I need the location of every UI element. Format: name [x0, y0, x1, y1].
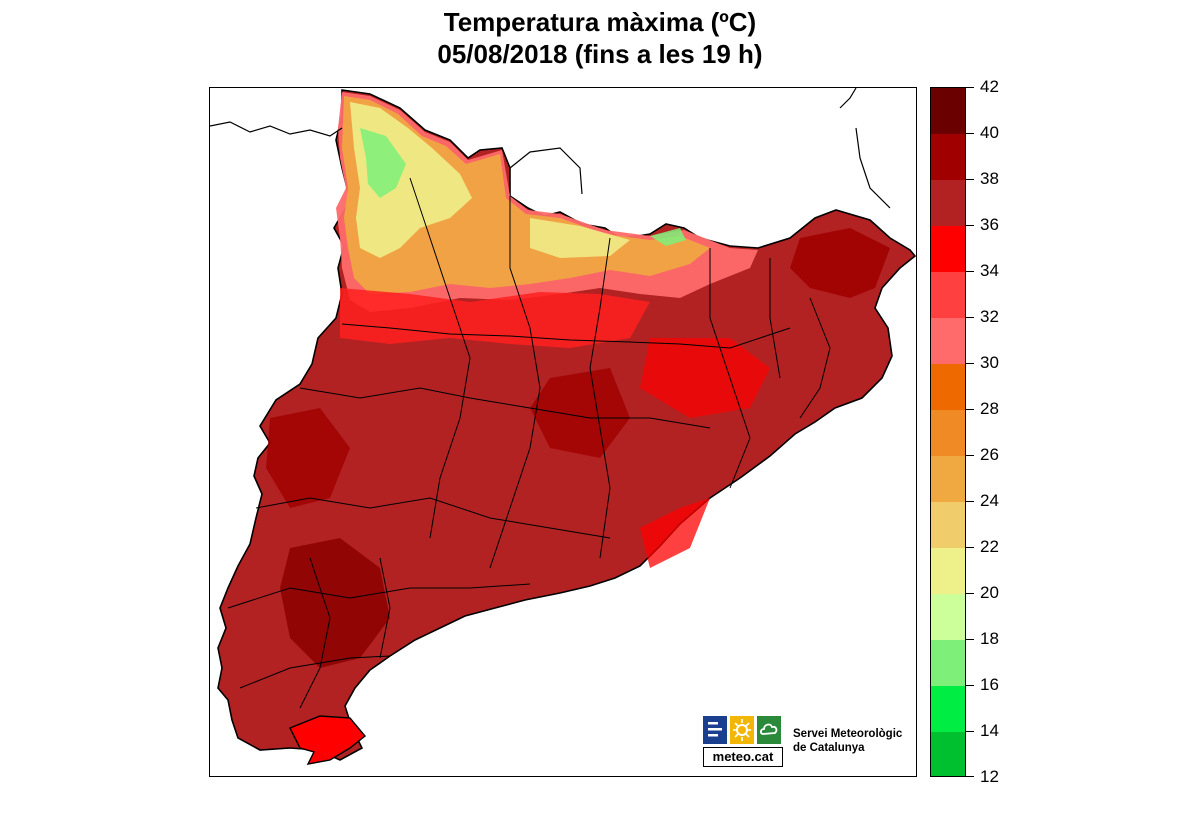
- warm-zone-coast: [640, 498, 710, 568]
- warm-zone-central-east: [640, 338, 770, 418]
- color-band-26-28: [931, 410, 965, 457]
- color-band-20-22: [931, 548, 965, 595]
- scale-tick-mark: [966, 363, 974, 364]
- temperature-map: [209, 87, 917, 777]
- organization-name-line2: de Catalunya: [793, 742, 865, 754]
- warm-zone-north-plain: [340, 288, 650, 348]
- meteocat-logo: [703, 716, 783, 768]
- scale-tick-mark: [966, 225, 974, 226]
- scale-tick-label: 14: [980, 721, 999, 740]
- logo-blue-box: [703, 716, 727, 744]
- scale-tick-label: 12: [980, 767, 999, 786]
- color-band-16-18: [931, 640, 965, 687]
- map-title: Temperatura màxima (ºC): [443, 7, 757, 37]
- scale-tick-label: 36: [980, 215, 999, 234]
- scale-tick-label: 40: [980, 123, 999, 142]
- hot-zone-empordà: [790, 228, 890, 298]
- scale-tick-mark: [966, 87, 974, 88]
- scale-tick-mark: [966, 776, 974, 777]
- scale-tick-mark: [966, 455, 974, 456]
- scale-tick-mark: [966, 271, 974, 272]
- map-subtitle-date: 05/08/2018 (fins a les 19 h): [437, 39, 763, 69]
- scale-tick-label: 34: [980, 261, 999, 280]
- scale-tick-mark: [966, 593, 974, 594]
- logo-wordmark: meteo.cat: [703, 747, 783, 767]
- scale-tick-label: 18: [980, 629, 999, 648]
- scale-tick-label: 28: [980, 399, 999, 418]
- color-band-22-24: [931, 502, 965, 549]
- hot-zone-west: [266, 408, 350, 508]
- scale-tick-label: 30: [980, 353, 999, 372]
- pyrenees-green-zone: [360, 128, 406, 198]
- scale-tick-label: 38: [980, 169, 999, 188]
- sun-icon: [733, 719, 751, 741]
- color-band-14-16: [931, 686, 965, 733]
- scale-tick-label: 26: [980, 445, 999, 464]
- scale-tick-mark: [966, 547, 974, 548]
- scale-tick-mark: [966, 179, 974, 180]
- scale-tick-label: 42: [980, 77, 999, 96]
- scale-tick-mark: [966, 685, 974, 686]
- color-band-18-20: [931, 594, 965, 641]
- scale-tick-mark: [966, 133, 974, 134]
- international-borders: [210, 88, 891, 209]
- color-band-28-30: [931, 364, 965, 411]
- temperature-color-scale: [930, 87, 966, 777]
- organization-name-line1: Servei Meteorològic: [793, 728, 903, 740]
- logo-green-box: [757, 716, 781, 744]
- scale-tick-mark: [966, 317, 974, 318]
- county-borders: [227, 177, 831, 709]
- pyrenees-green-zone-east: [650, 228, 686, 246]
- ebro-delta: [289, 715, 366, 765]
- cloud-icon: [759, 723, 778, 735]
- scale-tick-label: 32: [980, 307, 999, 326]
- hot-zone-central: [530, 368, 630, 458]
- color-band-30-32: [931, 318, 965, 365]
- scale-tick-mark: [966, 501, 974, 502]
- logo-yellow-box: [730, 716, 754, 744]
- color-band-38-40: [931, 134, 965, 181]
- scale-tick-mark: [966, 731, 974, 732]
- scale-tick-label: 24: [980, 491, 999, 510]
- hot-zone-ebre: [280, 538, 390, 668]
- color-band-36-38: [931, 180, 965, 227]
- scale-tick-mark: [966, 639, 974, 640]
- scale-tick-label: 22: [980, 537, 999, 556]
- color-band-24-26: [931, 456, 965, 503]
- menu-lines-icon: [708, 722, 722, 737]
- color-band-40-42: [931, 88, 965, 135]
- color-band-34-36: [931, 226, 965, 273]
- pyrenees-yellow-zone-east: [530, 218, 630, 258]
- color-band-12-14: [931, 732, 965, 776]
- scale-tick-label: 16: [980, 675, 999, 694]
- scale-tick-label: 20: [980, 583, 999, 602]
- color-band-32-34: [931, 272, 965, 319]
- scale-tick-mark: [966, 409, 974, 410]
